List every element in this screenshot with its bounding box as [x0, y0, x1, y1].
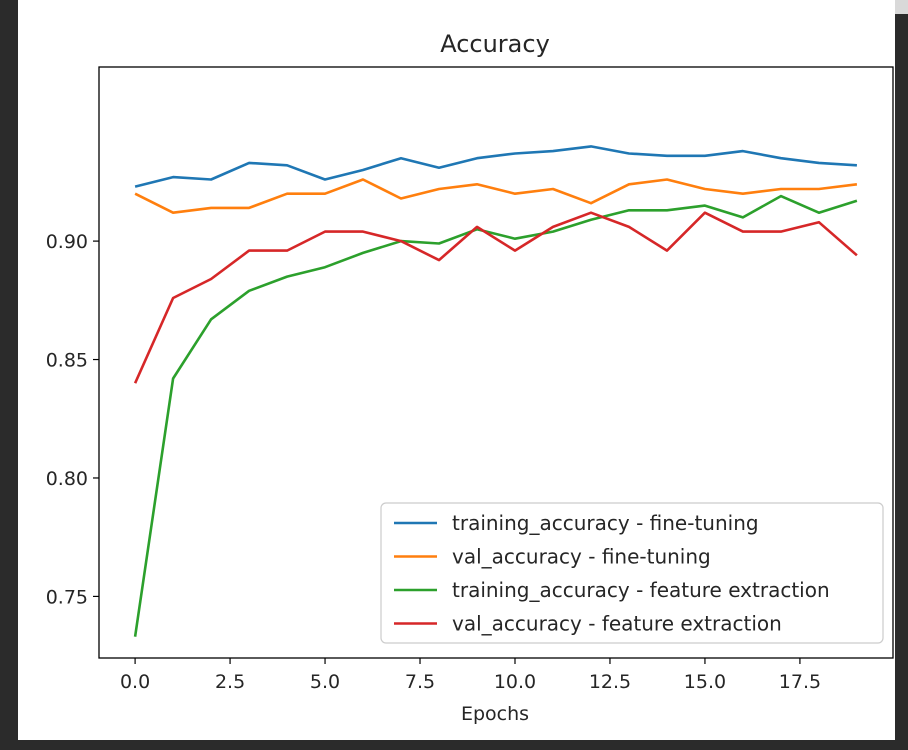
chart-canvas: Accuracy Epochs 0.0 2.5 5.0 7.5 10.0 12.5 15.0…	[18, 0, 895, 740]
chart-title: Accuracy	[440, 30, 550, 58]
series-layer	[133, 145, 858, 637]
legend-box	[380, 502, 884, 644]
plot-area-frame	[98, 66, 894, 659]
series-line-2	[133, 194, 858, 637]
y-tick-label: 0.90	[46, 231, 88, 253]
axis-ticks: 0.0 2.5 5.0 7.5 10.0 12.5 15.0 17.5 0.75 0.80 0.85…	[46, 231, 821, 693]
legend-label-1: val_accuracy - fine-tuning	[452, 545, 711, 569]
x-tick-label: 5.0	[310, 671, 340, 693]
x-tick-label: 12.5	[589, 671, 631, 693]
legend: training_accuracy - fine-tuning val_accur…	[380, 502, 884, 644]
accuracy-line-chart: Accuracy Epochs 0.0 2.5 5.0 7.5 10.0 12.5 15.0…	[46, 30, 894, 725]
scrollbar-corner[interactable]	[895, 0, 908, 14]
legend-label-3: val_accuracy - feature extraction	[452, 612, 782, 636]
y-tick-label: 0.75	[46, 586, 88, 608]
series-line-0	[134, 145, 857, 188]
series-line-3	[133, 211, 858, 384]
x-tick-label: 7.5	[405, 671, 435, 693]
legend-label-2: training_accuracy - feature extraction	[452, 578, 830, 602]
x-axis-label: Epochs	[461, 703, 529, 725]
x-tick-label: 17.5	[779, 671, 821, 693]
x-tick-label: 2.5	[215, 671, 245, 693]
y-tick-label: 0.85	[46, 350, 88, 372]
legend-label-0: training_accuracy - fine-tuning	[452, 511, 759, 535]
x-tick-label: 0.0	[120, 671, 150, 693]
series-line-1	[134, 178, 858, 214]
x-tick-label: 15.0	[684, 671, 726, 693]
x-tick-label: 10.0	[494, 671, 536, 693]
y-tick-label: 0.80	[46, 468, 88, 490]
